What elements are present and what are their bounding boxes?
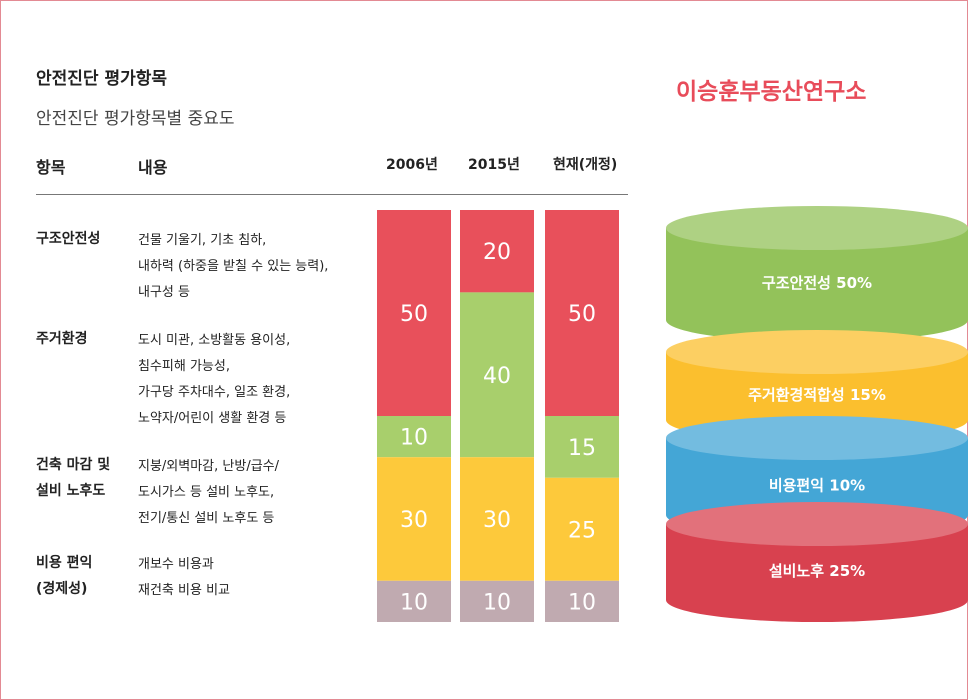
row-desc-facility: 지붕/외벽마감, 난방/급수/ 도시가스 등 설비 노후도, 전기/통신 설비 … [138,454,279,532]
cylinder-facility-top [666,502,968,546]
cylinder-label: 주거환경적합성 15% [748,386,886,404]
row-name-cost: 비용 편익 (경제성) [36,550,92,602]
header-content: 내용 [138,158,168,177]
row-name-line: 비용 편익 [36,555,93,571]
desc-line: 노약자/어린이 생활 환경 등 [138,411,287,426]
desc-line: 재건축 비용 비교 [138,583,230,598]
page-subtitle: 안전진단 평가항목별 중요도 [36,109,235,129]
bar-value-label: 30 [400,508,428,533]
desc-line: 도시가스 등 설비 노후도, [138,485,275,500]
cylinder-cost-top [666,416,968,460]
bar-segment [545,580,619,622]
row-name-structure: 구조안전성 [36,231,101,247]
cylinder-label: 비용편익 10% [769,477,865,495]
cylinder-structure-body [666,228,968,342]
desc-line: 가구당 주차대수, 일조 환경, [138,385,291,400]
bar-segment [545,210,619,416]
bar-segment [377,416,451,458]
row-name-line: (경제성) [36,581,88,597]
bar-segment [377,210,451,416]
row-name-facility: 건축 마감 및 설비 노후도 [36,452,110,504]
desc-line: 침수피해 가능성, [138,359,230,374]
header-year-current: 현재(개정) [553,157,618,173]
page-title: 안전진단 평가항목 [36,69,168,89]
bar-value-label: 10 [483,590,511,615]
desc-line: 개보수 비용과 [138,557,214,572]
bar-segment [545,416,619,478]
bar-value-label: 50 [400,302,428,327]
bar-value-label: 10 [568,590,596,615]
bar-value-label: 40 [483,364,511,389]
header-item: 항목 [36,158,66,177]
bar-segment [460,210,534,293]
bar-segment [377,580,451,622]
bar-segment [460,580,534,622]
bar-value-label: 20 [483,240,511,265]
row-name-line: 설비 노후도 [36,483,106,499]
bar-value-label: 30 [483,508,511,533]
desc-line: 지붕/외벽마감, 난방/급수/ [138,459,280,474]
row-name-line: 건축 마감 및 [36,457,111,473]
cylinder-living-top [666,330,968,374]
header-year-2015: 2015년 [468,157,520,173]
bar-segment [545,477,619,581]
cylinder-label: 설비노후 25% [769,562,865,580]
bar-segment [377,457,451,581]
bar-segment [460,457,534,581]
header-divider [36,194,628,195]
cylinder-label: 구조안전성 50% [762,274,872,292]
desc-line: 건물 기울기, 기초 침하, [138,233,267,248]
bar-value-label: 10 [400,426,428,451]
row-name-living: 주거환경 [36,331,88,347]
bar-value-label: 50 [568,302,596,327]
row-desc-cost: 개보수 비용과 재건축 비용 비교 [138,552,230,604]
desc-line: 도시 미관, 소방활동 용이성, [138,333,291,348]
bar-value-label: 15 [568,436,596,461]
bar-value-label: 10 [400,590,428,615]
bar-value-label: 25 [568,518,596,543]
row-desc-structure: 건물 기울기, 기초 침하, 내하력 (하중을 받칠 수 있는 능력), 내구성… [138,228,328,306]
desc-line: 전기/통신 설비 노후도 등 [138,511,275,526]
header-year-2006: 2006년 [386,157,438,173]
cylinder-facility-body [666,524,968,622]
row-desc-living: 도시 미관, 소방활동 용이성, 침수피해 가능성, 가구당 주차대수, 일조 … [138,328,290,432]
bar-segment [460,292,534,458]
desc-line: 내하력 (하중을 받칠 수 있는 능력), [138,259,329,274]
desc-line: 내구성 등 [138,285,190,300]
brand-label: 이승훈부동산연구소 [676,79,867,105]
cylinder-structure-top [666,206,968,250]
